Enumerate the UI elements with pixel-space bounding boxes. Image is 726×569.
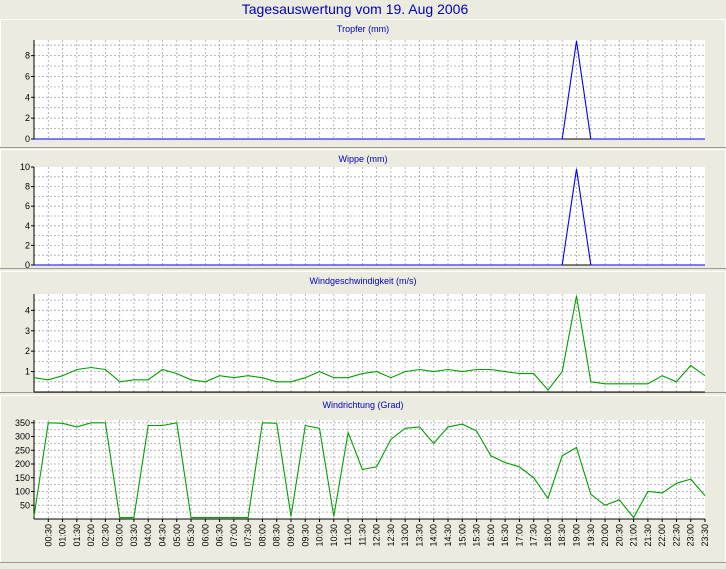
y-tick-label: 250 <box>15 445 30 455</box>
x-tick-label: 08:00 <box>257 524 267 547</box>
plot-area <box>34 294 705 392</box>
x-tick-label: 04:30 <box>158 524 168 547</box>
y-tick-label: 2 <box>25 113 30 123</box>
x-tick-label: 18:00 <box>543 524 553 547</box>
y-tick-label: 6 <box>25 71 30 81</box>
x-tick-label: 20:30 <box>614 524 624 547</box>
y-tick-label: 100 <box>15 487 30 497</box>
y-tick-label: 150 <box>15 473 30 483</box>
x-tick-label: 19:00 <box>572 524 582 547</box>
x-tick-label: 05:30 <box>186 524 196 547</box>
panel-title: Wippe (mm) <box>339 154 388 164</box>
series-line <box>34 168 705 266</box>
plot-area <box>34 420 705 519</box>
x-tick-label: 05:00 <box>172 524 182 547</box>
x-tick-label: 21:00 <box>629 524 639 547</box>
x-tick-label: 18:30 <box>557 524 567 547</box>
x-tick-label: 06:30 <box>215 524 225 547</box>
x-tick-label: 03:30 <box>129 524 139 547</box>
x-tick-label: 02:30 <box>100 524 110 547</box>
series-line <box>34 40 705 140</box>
x-tick-label: 19:30 <box>586 524 596 547</box>
y-tick-label: 0 <box>25 134 30 144</box>
x-axis-labels: 00:30 01:00 01:30 02:00 02:30 03:00 03:30 04:00… <box>43 519 710 547</box>
x-tick-label: 09:00 <box>286 524 296 547</box>
x-tick-label: 03:00 <box>115 524 125 547</box>
y-tick-label: 4 <box>25 305 30 315</box>
y-tick-label: 10 <box>20 162 30 172</box>
x-tick-label: 23:30 <box>700 524 710 547</box>
y-tick-label: 4 <box>25 221 30 231</box>
y-tick-label: 300 <box>15 432 30 442</box>
x-tick-label: 21:30 <box>643 524 653 547</box>
x-tick-label: 16:30 <box>500 524 510 547</box>
panel-title: Windrichtung (Grad) <box>322 400 403 410</box>
x-tick-label: 12:00 <box>372 524 382 547</box>
y-tick-label: 350 <box>15 418 30 428</box>
chart-panel-2: Wippe (mm) 0 2 4 6 8 10 <box>0 149 726 270</box>
x-tick-label: 07:00 <box>229 524 239 547</box>
y-tick-label: 6 <box>25 201 30 211</box>
panel-title: Windgeschwindigkeit (m/s) <box>309 276 416 286</box>
x-tick-label: 06:00 <box>200 524 210 547</box>
x-tick-label: 08:30 <box>272 524 282 547</box>
x-tick-label: 11:30 <box>357 524 367 546</box>
x-tick-label: 11:00 <box>343 524 353 546</box>
x-tick-label: 13:30 <box>415 524 425 547</box>
x-tick-label: 07:30 <box>243 524 253 547</box>
x-tick-label: 15:00 <box>457 524 467 547</box>
main-title: Tagesauswertung vom 19. Aug 2006 <box>242 1 469 17</box>
y-tick-label: 2 <box>25 240 30 250</box>
x-tick-label: 04:00 <box>143 524 153 547</box>
chart-panel-1: Tropfer (mm) 0 2 4 6 8 <box>0 19 726 148</box>
series-line <box>33 422 706 519</box>
series-line <box>33 295 706 391</box>
x-tick-label: 13:00 <box>400 524 410 547</box>
x-tick-label: 15:30 <box>472 524 482 547</box>
chart-panel-4: Windrichtung (Grad) 50 100 150 200 250 300 350 <box>0 395 726 563</box>
x-tick-label: 01:30 <box>72 524 82 547</box>
x-tick-label: 00:30 <box>43 524 53 547</box>
y-tick-label: 200 <box>15 459 30 469</box>
x-tick-label: 22:00 <box>657 524 667 547</box>
x-tick-label: 10:30 <box>329 524 339 547</box>
y-tick-label: 50 <box>20 500 30 510</box>
x-tick-label: 02:00 <box>86 524 96 547</box>
x-tick-label: 23:00 <box>686 524 696 547</box>
y-tick-label: 8 <box>25 51 30 61</box>
y-tick-label: 3 <box>25 326 30 336</box>
x-tick-label: 14:30 <box>443 524 453 547</box>
x-tick-label: 17:30 <box>529 524 539 547</box>
panel-title: Tropfer (mm) <box>337 24 389 34</box>
x-tick-label: 20:00 <box>600 524 610 547</box>
y-tick-label: 1 <box>25 367 30 377</box>
plot-area <box>34 40 705 139</box>
x-tick-label: 14:00 <box>429 524 439 547</box>
y-tick-label: 2 <box>25 346 30 356</box>
x-tick-label: 16:00 <box>486 524 496 547</box>
chart-panel-3: Windgeschwindigkeit (m/s) 1 2 3 4 <box>0 271 726 393</box>
x-tick-label: 09:30 <box>300 524 310 547</box>
y-tick-label: 8 <box>25 182 30 192</box>
y-tick-label: 4 <box>25 92 30 102</box>
x-tick-label: 17:00 <box>514 524 524 547</box>
x-tick-label: 01:00 <box>58 524 68 547</box>
x-tick-label: 10:00 <box>315 524 325 547</box>
x-tick-label: 22:30 <box>671 524 681 547</box>
x-tick-label: 12:30 <box>386 524 396 547</box>
y-tick-label: 0 <box>25 260 30 270</box>
plot-area <box>34 167 705 265</box>
